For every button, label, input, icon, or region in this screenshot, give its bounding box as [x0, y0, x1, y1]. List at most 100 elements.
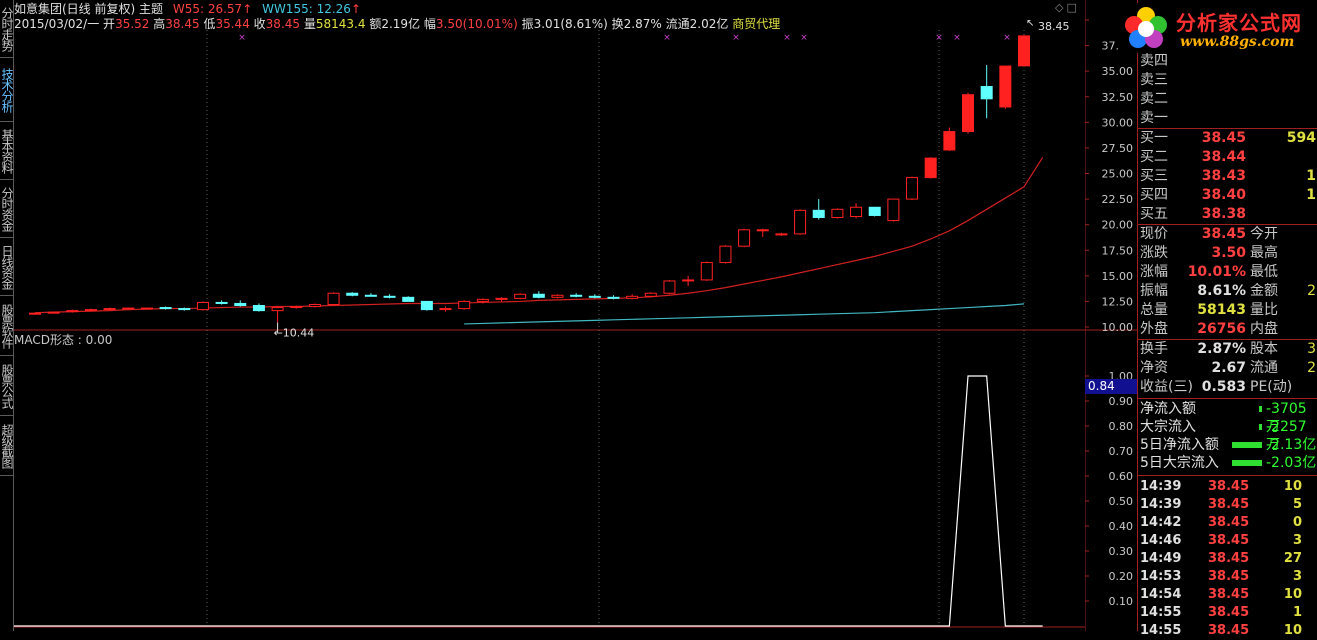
- candle-body: [476, 298, 489, 302]
- candle-body: [346, 292, 359, 296]
- candle-body: [700, 262, 713, 281]
- candle-body: [794, 209, 807, 235]
- nav-tab[interactable]: 分时资金: [0, 180, 13, 238]
- y-tick-label: 17.50: [1102, 244, 1134, 257]
- tick-volume: 10: [1283, 623, 1302, 638]
- logo-url: www.88gs.com: [1180, 34, 1295, 50]
- y-tick-label: 0.70: [1109, 445, 1134, 458]
- tick-price: 38.45: [1208, 479, 1250, 494]
- fund-label-right: 流通: [1250, 360, 1278, 376]
- tick-time: 14:55: [1140, 605, 1182, 620]
- amp-key: 振: [521, 17, 534, 31]
- flow-value: -2.03亿: [1266, 455, 1317, 471]
- tick-time: 14:49: [1140, 551, 1182, 566]
- candle-body: [906, 177, 919, 200]
- quote-row: 现价 38.45 今开: [1138, 225, 1317, 244]
- left-nav-tabs: 分时走势 技术分析 基本资料 分时资金 日线资金 股票软件 股票公式 超级截图: [0, 0, 14, 631]
- tick-row: 14:39 38.45 5: [1138, 496, 1317, 514]
- vol-key: 量: [303, 17, 316, 31]
- open-value: 35.52: [115, 17, 150, 31]
- nav-tab[interactable]: 股票软件: [0, 296, 13, 356]
- quote-value: 10.01%: [1187, 264, 1246, 280]
- fund-label: 换手: [1140, 341, 1168, 357]
- tick-price: 38.45: [1208, 623, 1250, 638]
- date-label: 2015/03/02/一: [14, 17, 100, 31]
- candle-body: [420, 300, 433, 311]
- flow-bar: [1259, 406, 1262, 412]
- candle-body: [756, 229, 769, 232]
- chart-header-line2: 2015/03/02/一 开35.52 高38.45 低35.44 收38.45…: [14, 17, 780, 31]
- tick-row: 14:39 38.45 10: [1138, 478, 1317, 496]
- quote-value: 8.61%: [1197, 283, 1246, 299]
- last-price-label: 38.45: [1038, 20, 1070, 33]
- quote-label-right: 今开: [1250, 226, 1278, 242]
- nav-tab[interactable]: 日线资金: [0, 238, 13, 296]
- nav-tab[interactable]: 分时走势: [0, 0, 13, 58]
- candle-body: [495, 297, 508, 300]
- low-value: 35.44: [215, 17, 250, 31]
- quote-value: 26756: [1197, 321, 1246, 337]
- low-key: 低: [203, 17, 216, 31]
- fund-separator: [1138, 339, 1317, 340]
- candle-body: [29, 312, 41, 315]
- quote-label-right: 最低: [1250, 264, 1278, 280]
- square-icon[interactable]: □: [1066, 1, 1077, 14]
- candle-body: [962, 94, 975, 133]
- x-marker: ×: [732, 33, 740, 43]
- float-key: 流通: [665, 17, 690, 31]
- candle-body: [234, 302, 247, 307]
- diamond-icon[interactable]: ◇: [1055, 1, 1064, 14]
- candle-body: [308, 303, 321, 308]
- candle-body: [364, 294, 377, 297]
- y-tick-label: 0.90: [1109, 395, 1134, 408]
- nav-tab[interactable]: 基本资料: [0, 122, 13, 180]
- high-key: 高: [153, 17, 166, 31]
- quote-value: 3.50: [1211, 245, 1246, 261]
- candle-body: [588, 295, 601, 298]
- fundamental-row: 净资 2.67 流通 2: [1138, 359, 1317, 378]
- y-tick-label: 25.00: [1102, 168, 1134, 181]
- candle-body: [84, 309, 97, 312]
- quote-row: 总量 58143 量比: [1138, 301, 1317, 320]
- y-tick-label: 0.50: [1109, 495, 1134, 508]
- candle-body: [850, 206, 863, 217]
- ma-cyan-line: [464, 303, 1025, 325]
- fund-value: 0.583: [1201, 379, 1246, 395]
- flow-row: 5日大宗流入 -2.03亿: [1138, 454, 1317, 472]
- window-controls[interactable]: ◇ □: [1055, 1, 1077, 15]
- quote-label: 总量: [1140, 302, 1168, 318]
- nav-tab[interactable]: 超级截图: [0, 416, 13, 476]
- y-tick-label: 15.00: [1102, 270, 1134, 283]
- book-separator: [1138, 128, 1317, 129]
- bid-label: 买四: [1140, 187, 1168, 203]
- sector-label[interactable]: 商贸代理: [732, 17, 781, 31]
- bid-vol: 1: [1306, 168, 1316, 184]
- candle-body: [868, 206, 881, 216]
- y-tick-label: 0.30: [1109, 545, 1134, 558]
- tick-time: 14:54: [1140, 587, 1182, 602]
- flow-row: 大宗流入 -2257万: [1138, 418, 1317, 453]
- quote-row: 振幅 8.61% 金额 2: [1138, 282, 1317, 301]
- tick-time: 14:46: [1140, 533, 1182, 548]
- flow-bar: [1232, 460, 1262, 466]
- candle-body: [215, 301, 228, 304]
- y-tick-label: 0.20: [1109, 570, 1134, 583]
- x-marker: ×: [935, 33, 943, 43]
- quote-panel: 卖四 卖三 卖二 卖一 买一 38.45 594 买二 38.44 买三 38.43 1 买四 38.40…: [1137, 0, 1317, 638]
- quote-row: 涨跌 3.50 最高: [1138, 244, 1317, 263]
- float-value: 2.02亿: [689, 17, 729, 31]
- candle-body: [196, 301, 209, 311]
- kline-chart[interactable]: × × × × × × × × ←10.44 38.45 ↖: [14, 0, 1085, 631]
- vol-value: 58143.4: [315, 17, 366, 31]
- y-tick-label: 32.50: [1102, 91, 1134, 104]
- nav-tab[interactable]: 股票公式: [0, 356, 13, 416]
- tick-volume: 3: [1292, 569, 1302, 584]
- y-tick-label: 27.50: [1102, 142, 1134, 155]
- bid-row: 买一 38.45 594: [1138, 129, 1317, 148]
- candle-body: [663, 280, 676, 294]
- y-tick-label: 35.00: [1102, 65, 1134, 78]
- candle-body: [532, 293, 545, 298]
- nav-tab[interactable]: 技术分析: [0, 58, 13, 122]
- quote-value: 58143: [1197, 302, 1246, 318]
- tick-volume: 1: [1292, 605, 1302, 620]
